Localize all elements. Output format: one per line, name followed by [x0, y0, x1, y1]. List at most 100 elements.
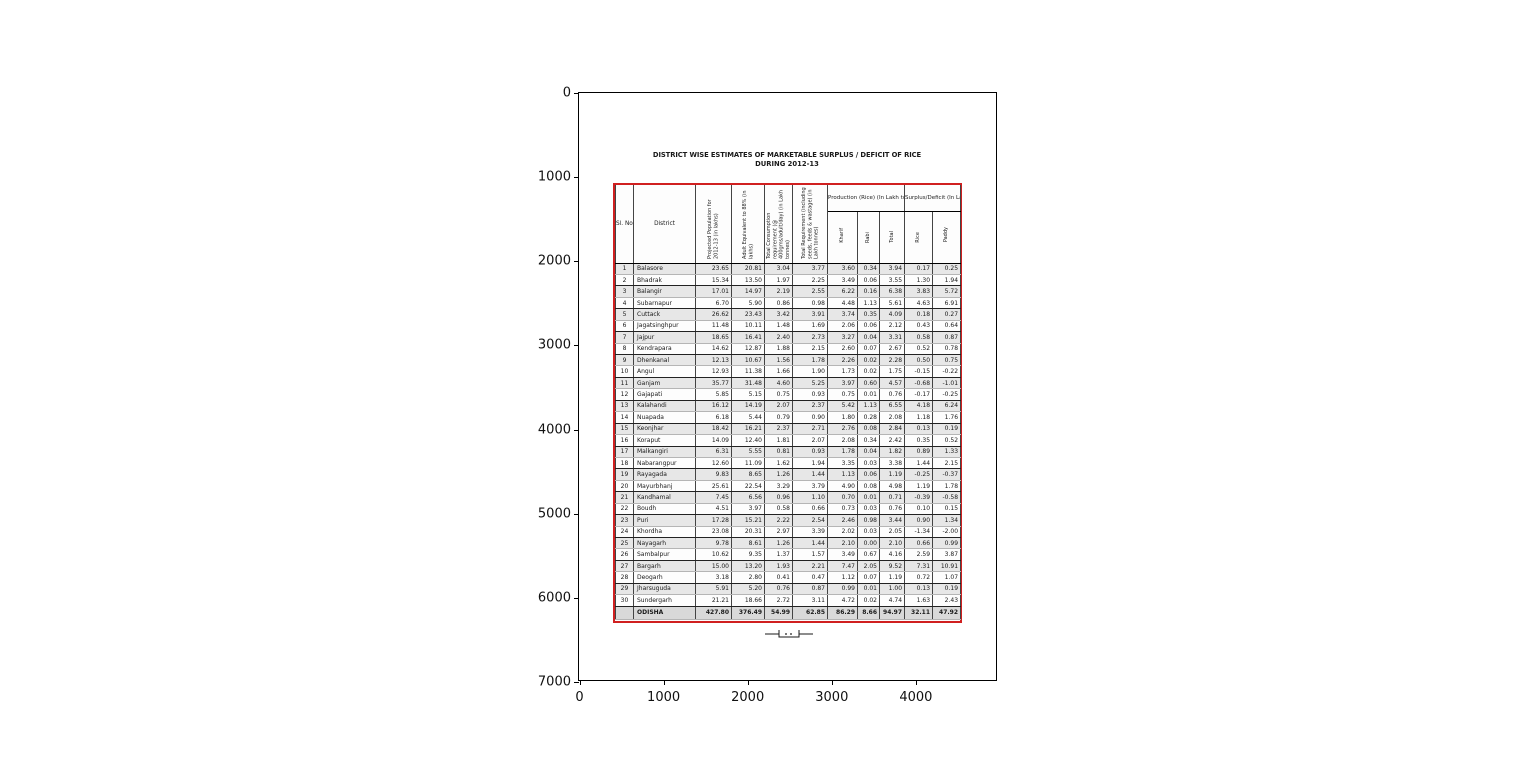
cell-value: 5.44 [731, 411, 765, 424]
cell-value: 1.18 [904, 411, 934, 424]
cell-value: 2.15 [792, 343, 828, 356]
cell-value: 16.41 [731, 331, 765, 344]
x-tick-label: 0 [575, 690, 584, 705]
cell-value: 0.75 [827, 388, 858, 401]
cell-value: 0.07 [857, 571, 880, 584]
cell-value: 0.66 [792, 503, 828, 516]
y-tick-label: 1000 [537, 169, 571, 185]
cell-value: 4.48 [827, 297, 858, 310]
y-tick-label: 0 [562, 85, 571, 101]
cell-value: 0.98 [857, 514, 880, 527]
cell-value: 1.44 [792, 468, 828, 481]
cell-value: 3.77 [792, 263, 828, 275]
cell-value: 1.82 [878, 446, 906, 458]
cell-value: 1.30 [904, 274, 934, 287]
cell-sl-no: 5 [615, 308, 634, 321]
cell-value: 11.09 [731, 457, 765, 470]
cell-value: 1.34 [932, 514, 962, 527]
cell-value: 0.01 [857, 583, 880, 596]
table-row: 21 Kandhamal 7.45 6.56 0.96 1.10 0.70 0.01 0.71-… [615, 491, 962, 504]
cell-value: 15.34 [695, 274, 732, 287]
cell-district: Jagatsinghpur [633, 320, 696, 333]
cell-value: 6.18 [695, 411, 732, 424]
cell-value: 4.60 [764, 377, 793, 390]
cell-value: 20.81 [731, 263, 765, 275]
table-row: 11 Ganjam 35.77 31.48 4.60 5.25 3.97 0.60 4.57 -0… [615, 377, 962, 390]
cell-value: -0.25 [932, 388, 962, 401]
cell-value: 0.87 [932, 331, 962, 344]
cell-value: 0.43 [904, 320, 934, 333]
cell-value: 18.65 [695, 331, 732, 344]
cell-value: 1.00 [878, 583, 906, 596]
cell-district: Mayurbhanj [633, 480, 696, 493]
table-title: DISTRICT WISE ESTIMATES OF MARKETABLE SU… [609, 151, 965, 168]
cell-value: 5.72 [932, 285, 962, 298]
cell-value: 3.74 [827, 308, 858, 321]
cell-value: 9.35 [731, 548, 765, 561]
cell-value: 6.70 [695, 297, 732, 310]
cell-value: 1.97 [764, 274, 793, 287]
cell-value: 3.91 [792, 308, 828, 321]
cell-district: Gajapati [633, 388, 696, 401]
table-row: 5 Cuttack 26.62 23.43 3.42 3.91 3.74 0.35 4.09 0.… [615, 308, 962, 321]
cell-value: 2.42 [878, 434, 906, 447]
cell-value: 4.51 [695, 503, 732, 516]
cell-district: Bargarh [633, 560, 696, 573]
cell-value: 0.28 [857, 411, 880, 424]
header-rabi: Rabi [857, 211, 880, 264]
cell-value: 23.43 [731, 308, 765, 321]
y-tick-mark [574, 682, 579, 683]
cell-value: 0.04 [857, 446, 880, 458]
cell-value: 2.84 [878, 423, 906, 436]
cell-value: 1.44 [792, 537, 828, 550]
cell-value: 0.10 [904, 503, 934, 516]
cell-value: 0.47 [792, 571, 828, 584]
cell-value: 0.78 [932, 343, 962, 356]
cell-value: 2.28 [878, 354, 906, 367]
cell-value: 15.21 [731, 514, 765, 527]
cell-value: 7.45 [695, 491, 732, 504]
cell-sl-no: 17 [615, 446, 634, 458]
cell-district: Balasore [633, 263, 696, 275]
cell-value: 0.41 [764, 571, 793, 584]
cell-value: 2.46 [827, 514, 858, 527]
cell-value: 0.75 [932, 354, 962, 367]
cell-value: 12.93 [695, 365, 732, 378]
cell-sl-no: 25 [615, 537, 634, 550]
y-tick-mark [574, 513, 579, 515]
table-row: 8 Kendrapara 14.62 12.87 1.88 2.15 2.60 0.07 2.6… [615, 343, 962, 356]
cell-value: 3.79 [792, 480, 828, 493]
cell-value: 1.07 [932, 571, 962, 584]
x-tick-label: 4000 [899, 690, 933, 705]
cell-value: 0.99 [827, 583, 858, 596]
cell-value: 0.73 [827, 503, 858, 516]
y-tick-mark [574, 261, 579, 263]
cell-value: 2.08 [827, 434, 858, 447]
cell-value: 0.76 [878, 503, 906, 516]
table-row: 10 Angul 12.93 11.38 1.66 1.90 1.73 0.02 1.75 -0.… [615, 365, 962, 378]
cell-value: 1.88 [764, 343, 793, 356]
cell-value: 0.58 [904, 331, 934, 344]
cell-value: -0.15 [904, 365, 934, 378]
cell-sl-no: 11 [615, 377, 634, 390]
cell-value: 0.66 [904, 537, 934, 550]
cell-value: 9.52 [878, 560, 906, 573]
table-body: 1 Balasore 23.65 20.81 3.04 3.77 3.60 0.34 3.94 0… [615, 263, 962, 620]
cell-value: 1.26 [764, 468, 793, 481]
cell-value: 3.49 [827, 548, 858, 561]
cell-value: 1.63 [904, 594, 934, 607]
header-rice: Rice [904, 211, 934, 264]
cell-value: 0.52 [932, 434, 962, 447]
cell-value: 0.70 [827, 491, 858, 504]
cell-value: 1.93 [764, 560, 793, 573]
cell-value: 0.90 [904, 514, 934, 527]
cell-value: 2.07 [764, 400, 793, 413]
cell-value: 0.03 [857, 503, 880, 516]
cell-sl-no: 4 [615, 297, 634, 310]
cell-district: Nayagarh [633, 537, 696, 550]
cell-value: 3.04 [764, 263, 793, 275]
cell-value: 2.37 [764, 423, 793, 436]
cell-district: Malkangiri [633, 446, 696, 458]
cell-value: 3.60 [827, 263, 858, 275]
cell-value: -1.34 [904, 526, 934, 539]
